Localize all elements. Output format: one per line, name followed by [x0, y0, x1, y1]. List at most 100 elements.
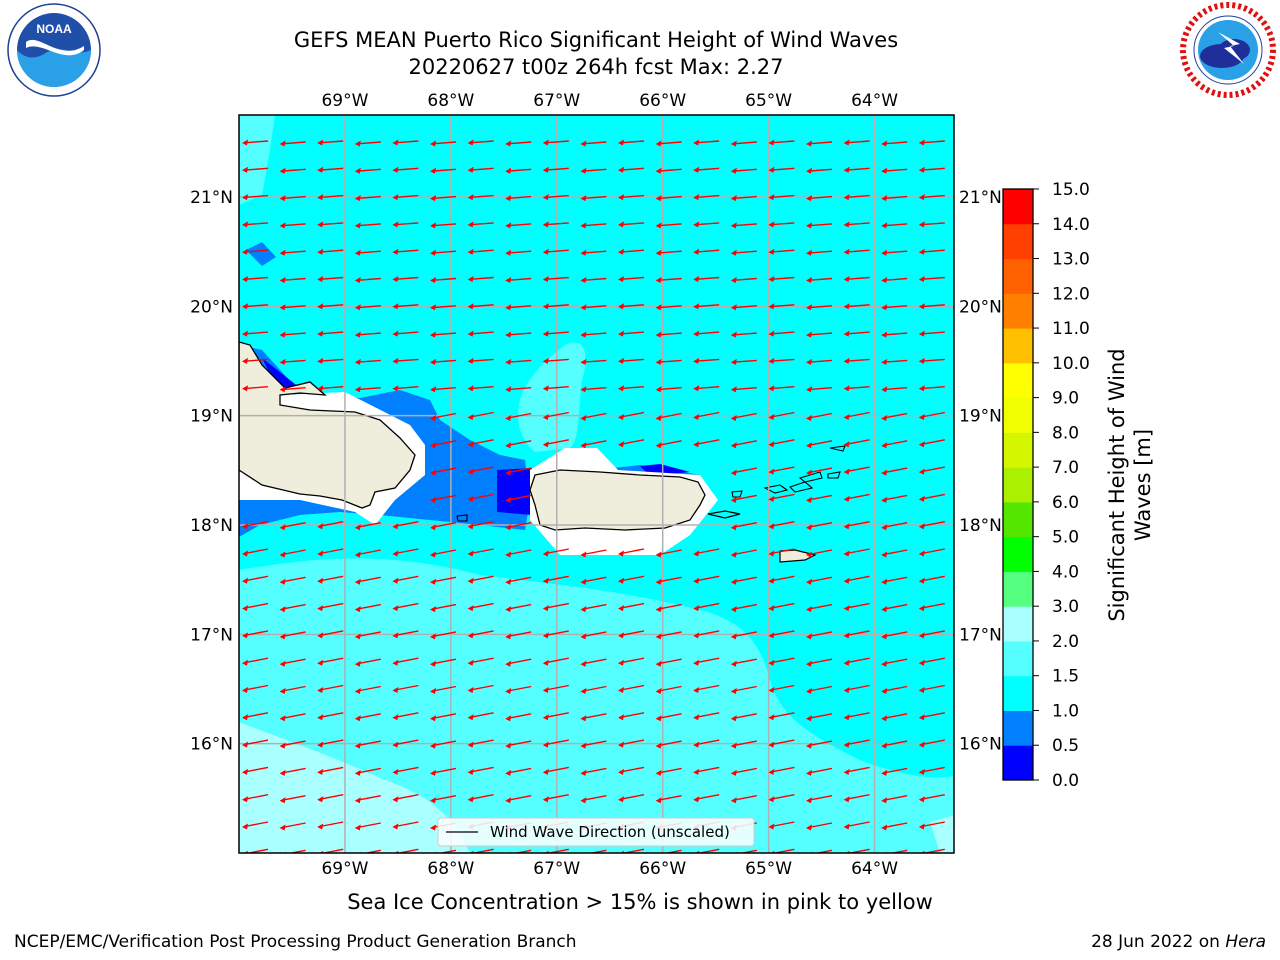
wave-arrow — [580, 795, 607, 804]
wave-band-0.0-0.5-northcoast — [262, 358, 300, 390]
wave-arrow — [430, 685, 457, 694]
wave-arrow — [279, 713, 306, 722]
wave-arrow — [430, 277, 457, 283]
wave-arrow — [279, 685, 306, 694]
wave-arrow — [392, 194, 419, 201]
wave-arrow — [467, 521, 494, 530]
wave-arrow — [881, 713, 908, 722]
lat-label-right: 21°N — [959, 188, 1002, 208]
wave-arrow — [618, 166, 645, 173]
colorbar-tick-label: 1.5 — [1052, 667, 1079, 687]
wave-arrow — [279, 222, 306, 229]
wave-arrow — [655, 685, 682, 694]
wave-arrow — [730, 685, 757, 694]
wave-arrow — [918, 712, 945, 721]
wave-arrow — [317, 739, 344, 748]
wave-arrow — [505, 576, 532, 585]
wave-arrow — [542, 330, 569, 337]
wave-arrow — [242, 221, 269, 228]
wave-arrow — [242, 794, 269, 803]
wave-arrow — [580, 167, 607, 174]
wave-arrow — [430, 713, 457, 722]
wave-arrow — [430, 603, 457, 613]
wave-arrow — [430, 549, 457, 558]
wave-arrow — [918, 221, 945, 228]
wave-arrow — [768, 684, 795, 693]
wave-arrow — [618, 794, 645, 803]
wave-arrow — [392, 630, 419, 639]
wave-arrow — [693, 248, 720, 255]
wave-arrow — [242, 821, 269, 830]
wave-arrow — [505, 222, 532, 229]
wave-arrow — [467, 712, 494, 721]
wave-arrow — [392, 303, 419, 310]
wave-arrow — [542, 166, 569, 173]
wave-arrow — [806, 277, 833, 283]
wave-arrow — [580, 195, 607, 202]
nws-logo — [1180, 2, 1276, 98]
wave-arrow — [580, 767, 607, 776]
wave-arrow — [242, 303, 269, 310]
wave-arrow — [918, 139, 945, 146]
wave-arrow — [505, 795, 532, 804]
colorbar-tick-label: 7.0 — [1052, 458, 1079, 478]
st-john-outline — [788, 481, 814, 493]
colorbar-tick-label: 1.0 — [1052, 701, 1079, 721]
wave-arrow — [918, 602, 945, 612]
wave-band-1.5-2.0-central — [518, 342, 586, 452]
wave-arrow — [279, 795, 306, 804]
lon-label-top: 69°W — [321, 91, 368, 111]
wave-arrow — [843, 602, 870, 612]
wave-arrow — [806, 249, 833, 256]
wave-arrow — [881, 576, 908, 585]
wave-arrow — [317, 385, 344, 392]
wave-arrow — [881, 603, 908, 613]
wave-arrow — [505, 549, 532, 558]
colorbar-bin-12-13 — [1003, 258, 1033, 294]
wave-arrow — [693, 411, 720, 420]
wave-band-1.5-2.0-northwest — [239, 115, 275, 205]
lon-label-bottom: 69°W — [321, 859, 368, 879]
wave-arrow — [430, 658, 457, 667]
wave-arrow — [618, 575, 645, 584]
wave-arrow — [918, 248, 945, 255]
legend-label: Wind Wave Direction (unscaled) — [490, 823, 730, 841]
wave-arrow — [918, 739, 945, 748]
wave-arrow — [843, 357, 870, 364]
wave-arrow — [618, 194, 645, 201]
wave-arrow — [655, 386, 682, 393]
wave-arrow — [430, 249, 457, 256]
wave-arrow — [542, 794, 569, 803]
wave-arrow — [843, 411, 870, 420]
lon-label-top: 67°W — [533, 91, 580, 111]
wave-arrow — [580, 222, 607, 229]
wave-arrow — [430, 358, 457, 365]
wave-arrow — [918, 166, 945, 173]
wave-arrow — [881, 249, 908, 256]
wave-arrow — [279, 631, 306, 640]
wave-arrow — [918, 684, 945, 693]
wave-arrow — [843, 466, 870, 475]
wave-arrow — [242, 712, 269, 721]
wave-arrow — [768, 166, 795, 173]
wave-arrow — [279, 603, 306, 613]
wave-arrow — [806, 304, 833, 311]
wave-arrow — [354, 358, 381, 365]
wave-arrow — [806, 331, 833, 338]
wave-arrow — [392, 766, 419, 775]
wave-arrow — [392, 548, 419, 557]
wave-arrow — [730, 658, 757, 667]
wave-arrow — [580, 412, 607, 421]
wave-arrow — [354, 576, 381, 585]
wave-arrow — [730, 195, 757, 202]
colorbar-bin-7-8 — [1003, 432, 1033, 468]
wave-arrow — [881, 494, 908, 503]
wave-arrow — [242, 657, 269, 666]
lat-label-right: 20°N — [959, 297, 1002, 317]
wave-arrow — [806, 603, 833, 613]
wave-arrow — [768, 248, 795, 255]
wave-arrow — [618, 684, 645, 693]
colorbar-bin-0-0.5 — [1003, 745, 1033, 781]
wave-arrow — [655, 658, 682, 667]
colorbar-tick-label: 4.0 — [1052, 562, 1079, 582]
